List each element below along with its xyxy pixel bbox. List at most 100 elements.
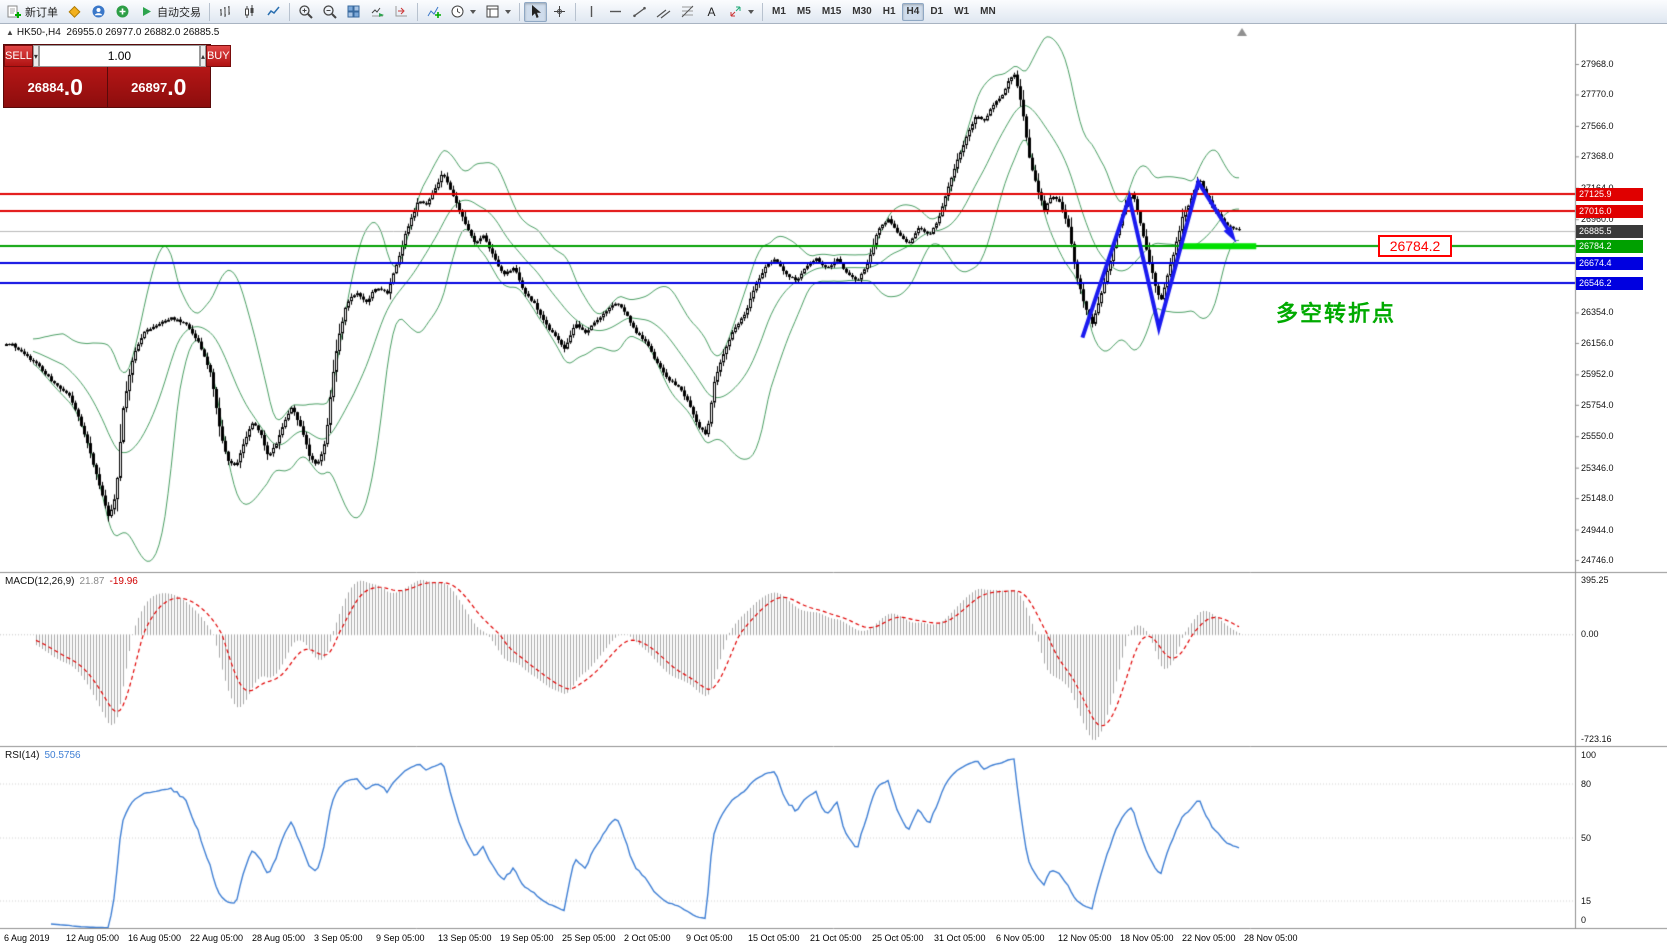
symbol-period-label: HK50-,H4 (16, 27, 61, 38)
y-axis-label: 25754.0 (1581, 399, 1614, 410)
x-axis-label: 6 Aug 2019 (4, 933, 50, 943)
timeframe-h4-button[interactable]: H4 (901, 2, 925, 21)
y-axis-label: 25148.0 (1581, 493, 1614, 504)
sell-price[interactable]: 26884.0 (4, 67, 107, 107)
volume-increase-button[interactable]: ▴ (199, 45, 206, 67)
x-axis-label: 12 Nov 05:00 (1058, 933, 1112, 943)
timeframe-m1-button[interactable]: M1 (772, 6, 786, 17)
toolbar-separator (575, 2, 576, 21)
volume-input[interactable] (38, 45, 200, 67)
rsi-scale-label: 80 (1581, 779, 1592, 789)
one-click-collapse-icon[interactable]: ▲ (6, 28, 14, 37)
toolbar-separator (209, 2, 210, 21)
arrows-icon (730, 6, 741, 17)
buy-button[interactable]: BUY (205, 45, 231, 67)
vertical-line-button[interactable] (580, 2, 603, 22)
chevron-down-icon (505, 9, 511, 14)
indicators-button[interactable] (422, 2, 445, 22)
periods-button[interactable] (446, 2, 480, 22)
rsi-scale-label: 50 (1581, 833, 1592, 843)
x-axis-label: 6 Nov 05:00 (996, 933, 1045, 943)
price-annotation-label[interactable]: 26784.2 (1378, 235, 1452, 257)
bar-chart-button[interactable] (214, 2, 237, 22)
metaeditor-button[interactable] (63, 2, 86, 22)
indicators-icon (427, 6, 441, 18)
price-tag: 26784.2 (1576, 240, 1643, 254)
y-axis-label: 24944.0 (1581, 524, 1614, 535)
new-order-button[interactable]: 新订单 (3, 2, 62, 22)
market-button[interactable] (111, 2, 134, 22)
y-axis-label: 27368.0 (1581, 151, 1614, 162)
price-tag: 26674.4 (1576, 257, 1643, 271)
zoom-out-button[interactable] (318, 2, 341, 22)
timeframe-h1-button[interactable]: H1 (882, 6, 896, 17)
chevron-down-icon (748, 9, 754, 14)
ohlc-values: 26955.0 26977.0 26882.0 26885.5 (66, 27, 220, 38)
chart-window: ▲ HK50-,H4 26955.0 26977.0 26882.0 26885.… (0, 24, 1667, 947)
cursor-icon (532, 5, 541, 18)
crosshair-icon (554, 6, 565, 17)
x-axis-label: 16 Aug 05:00 (128, 933, 182, 943)
text-icon: A (708, 5, 716, 19)
autotrading-button[interactable]: 自动交易 (135, 2, 205, 22)
x-axis-label: 22 Nov 05:00 (1182, 933, 1236, 943)
rsi-scale-label: 15 (1581, 896, 1592, 906)
candlestick-chart-button[interactable] (238, 2, 261, 22)
x-axis-label: 25 Sep 05:00 (562, 933, 616, 943)
macd-scale-label: 395.25 (1581, 575, 1609, 585)
chart-canvas[interactable] (0, 24, 1667, 947)
market-icon (116, 5, 129, 18)
toolbar-separator (417, 2, 418, 21)
zoom-out-icon (323, 5, 337, 19)
new-order-label: 新订单 (25, 6, 58, 19)
autotrading-label: 自动交易 (157, 6, 201, 19)
price-tag: 26885.5 (1576, 224, 1643, 238)
annotation-text[interactable]: 多空转折点 (1276, 301, 1397, 326)
crosshair-button[interactable] (548, 2, 571, 22)
y-axis-label: 26156.0 (1581, 337, 1614, 348)
community-button[interactable] (87, 2, 110, 22)
auto-scroll-icon (371, 7, 384, 17)
candlestick-icon (245, 5, 254, 18)
horizontal-line-button[interactable] (604, 2, 627, 22)
bar-chart-icon (220, 6, 230, 17)
tile-windows-button[interactable] (342, 2, 365, 22)
macd-label: MACD(12,26,9) 21.87 -19.96 (5, 576, 138, 587)
x-axis-label: 3 Sep 05:00 (314, 933, 363, 943)
line-chart-button[interactable] (262, 2, 285, 22)
volume-decrease-button[interactable]: ▾ (32, 45, 39, 67)
timeframe-d1-button[interactable]: D1 (930, 6, 944, 17)
y-axis-label: 26354.0 (1581, 307, 1614, 318)
text-button[interactable]: A (700, 2, 723, 22)
arrows-button[interactable] (724, 2, 758, 22)
timeframe-m5-button[interactable]: M5 (796, 6, 811, 17)
chart-shift-button[interactable] (390, 2, 413, 22)
tile-windows-icon (347, 5, 360, 18)
y-axis-label: 25550.0 (1581, 431, 1614, 442)
zoom-in-icon (299, 5, 313, 19)
timeframe-m30-button[interactable]: M30 (852, 6, 872, 17)
channel-button[interactable] (652, 2, 675, 22)
sell-button[interactable]: SELL (4, 45, 33, 67)
timeframe-mn-button[interactable]: MN (980, 6, 996, 17)
fibonacci-button[interactable] (676, 2, 699, 22)
cursor-button[interactable] (524, 1, 547, 22)
timeframe-w1-button[interactable]: W1 (954, 6, 970, 17)
price-tag: 27125.9 (1576, 187, 1643, 201)
timeframe-m15-button[interactable]: M15 (821, 6, 842, 17)
y-axis-label: 25346.0 (1581, 462, 1614, 473)
trendline-button[interactable] (628, 2, 651, 22)
clock-icon (451, 5, 464, 18)
x-axis-label: 19 Sep 05:00 (500, 933, 554, 943)
auto-scroll-button[interactable] (366, 2, 389, 22)
templates-button[interactable] (481, 2, 515, 22)
zoom-in-button[interactable] (294, 2, 317, 22)
chart-title: ▲ HK50-,H4 26955.0 26977.0 26882.0 26885.… (6, 27, 219, 38)
toolbar-separator (519, 2, 520, 21)
buy-price[interactable]: 26897.0 (106, 67, 210, 107)
price-tag: 27016.0 (1576, 204, 1643, 218)
x-axis-label: 22 Aug 05:00 (190, 933, 244, 943)
template-icon (486, 5, 499, 18)
x-axis-label: 18 Nov 05:00 (1120, 933, 1174, 943)
chart-shift-icon (395, 6, 407, 17)
